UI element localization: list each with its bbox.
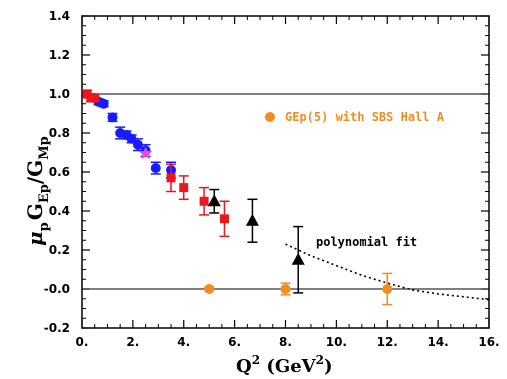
data-series	[82, 89, 393, 306]
data-point	[280, 284, 291, 294]
y-tick-label: 0.8	[49, 126, 70, 140]
x-tick-label: 4.	[177, 335, 190, 349]
legend-label: GEp(5) with SBS Hall A	[285, 110, 445, 124]
data-point	[166, 173, 176, 183]
data-point	[138, 146, 153, 160]
x-tick-label: 16.	[478, 335, 499, 349]
x-tick-label: 0.	[76, 335, 89, 349]
data-point	[179, 183, 189, 193]
data-point	[132, 139, 143, 150]
data-point	[291, 252, 305, 265]
x-tick-label: 2.	[126, 335, 139, 349]
data-point	[204, 284, 215, 294]
y-tick-label: 1.0	[49, 87, 70, 101]
x-axis-title: Q2 (GeV2)	[236, 353, 333, 377]
x-tick-label: 14.	[427, 335, 448, 349]
data-point	[207, 194, 221, 207]
x-tick-label: 12.	[377, 335, 398, 349]
data-point	[98, 98, 109, 109]
y-tick-label: 0.4	[49, 204, 70, 218]
y-axis-title: μpGEp/GMp	[23, 136, 52, 246]
legend-marker	[265, 112, 275, 122]
fit-annotation: polynomial fit	[316, 235, 417, 249]
data-point	[126, 133, 137, 144]
axis-ticks: 0. 2. 4. 6. 8. 10. 12. 14. 16. -0.2 -0.0 0.2 0.4 0.6 0…	[44, 9, 500, 349]
y-tick-label: 0.6	[49, 165, 70, 179]
data-point	[150, 163, 161, 174]
x-tick-label: 6.	[228, 335, 241, 349]
data-point	[90, 93, 100, 103]
data-point	[199, 196, 209, 206]
data-point	[107, 112, 118, 123]
data-point	[219, 214, 229, 224]
data-point	[245, 213, 259, 226]
y-tick-label: -0.2	[44, 321, 70, 335]
y-tick-label: -0.0	[44, 282, 70, 296]
y-tick-label: 0.2	[49, 243, 70, 257]
y-tick-label: 1.4	[49, 9, 70, 23]
data-point	[382, 284, 393, 294]
plot-frame	[81, 15, 490, 329]
x-tick-label: 10.	[326, 335, 347, 349]
x-tick-label: 8.	[279, 335, 292, 349]
y-tick-label: 1.2	[49, 48, 70, 62]
